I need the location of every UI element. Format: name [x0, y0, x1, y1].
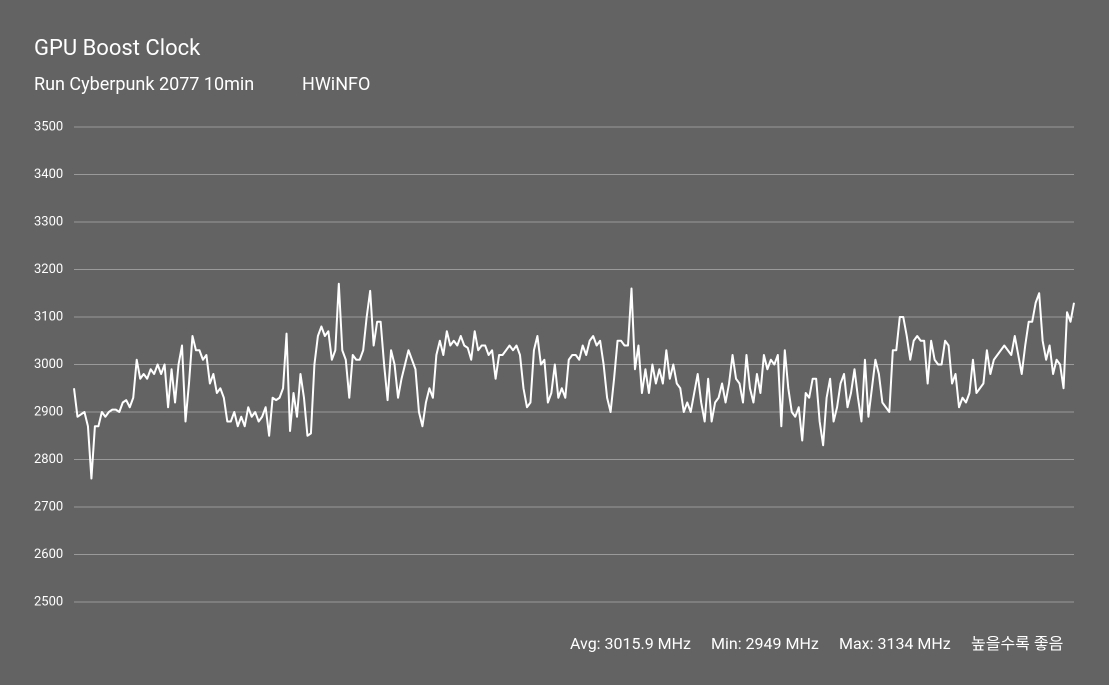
y-tick-label: 2500 [34, 594, 63, 609]
annotation: Avg: 3015.9 MHz [570, 634, 691, 653]
annotation: Min: 2949 MHz [711, 634, 819, 653]
data-line [73, 282, 1075, 480]
chart-title: GPU Boost Clock [34, 36, 201, 61]
y-tick-label: 3000 [34, 357, 63, 372]
y-tick-label: 3300 [34, 214, 63, 229]
annotation: 높을수록 좋음 [971, 634, 1063, 653]
y-tick-label: 2700 [34, 499, 63, 514]
y-tick-label: 2800 [34, 452, 63, 467]
y-tick-label: 3100 [34, 309, 63, 324]
y-tick-label: 2900 [34, 404, 63, 419]
chart-subtitle: Run Cyberpunk 2077 10min [34, 74, 254, 95]
y-tick-label: 3400 [34, 167, 63, 182]
y-tick-label: 2600 [34, 547, 63, 562]
annotation: Max: 3134 MHz [839, 634, 951, 653]
y-tick-label: 3500 [34, 119, 63, 134]
chart-source: HWiNFO [302, 74, 370, 95]
y-tick-label: 3200 [34, 262, 63, 277]
